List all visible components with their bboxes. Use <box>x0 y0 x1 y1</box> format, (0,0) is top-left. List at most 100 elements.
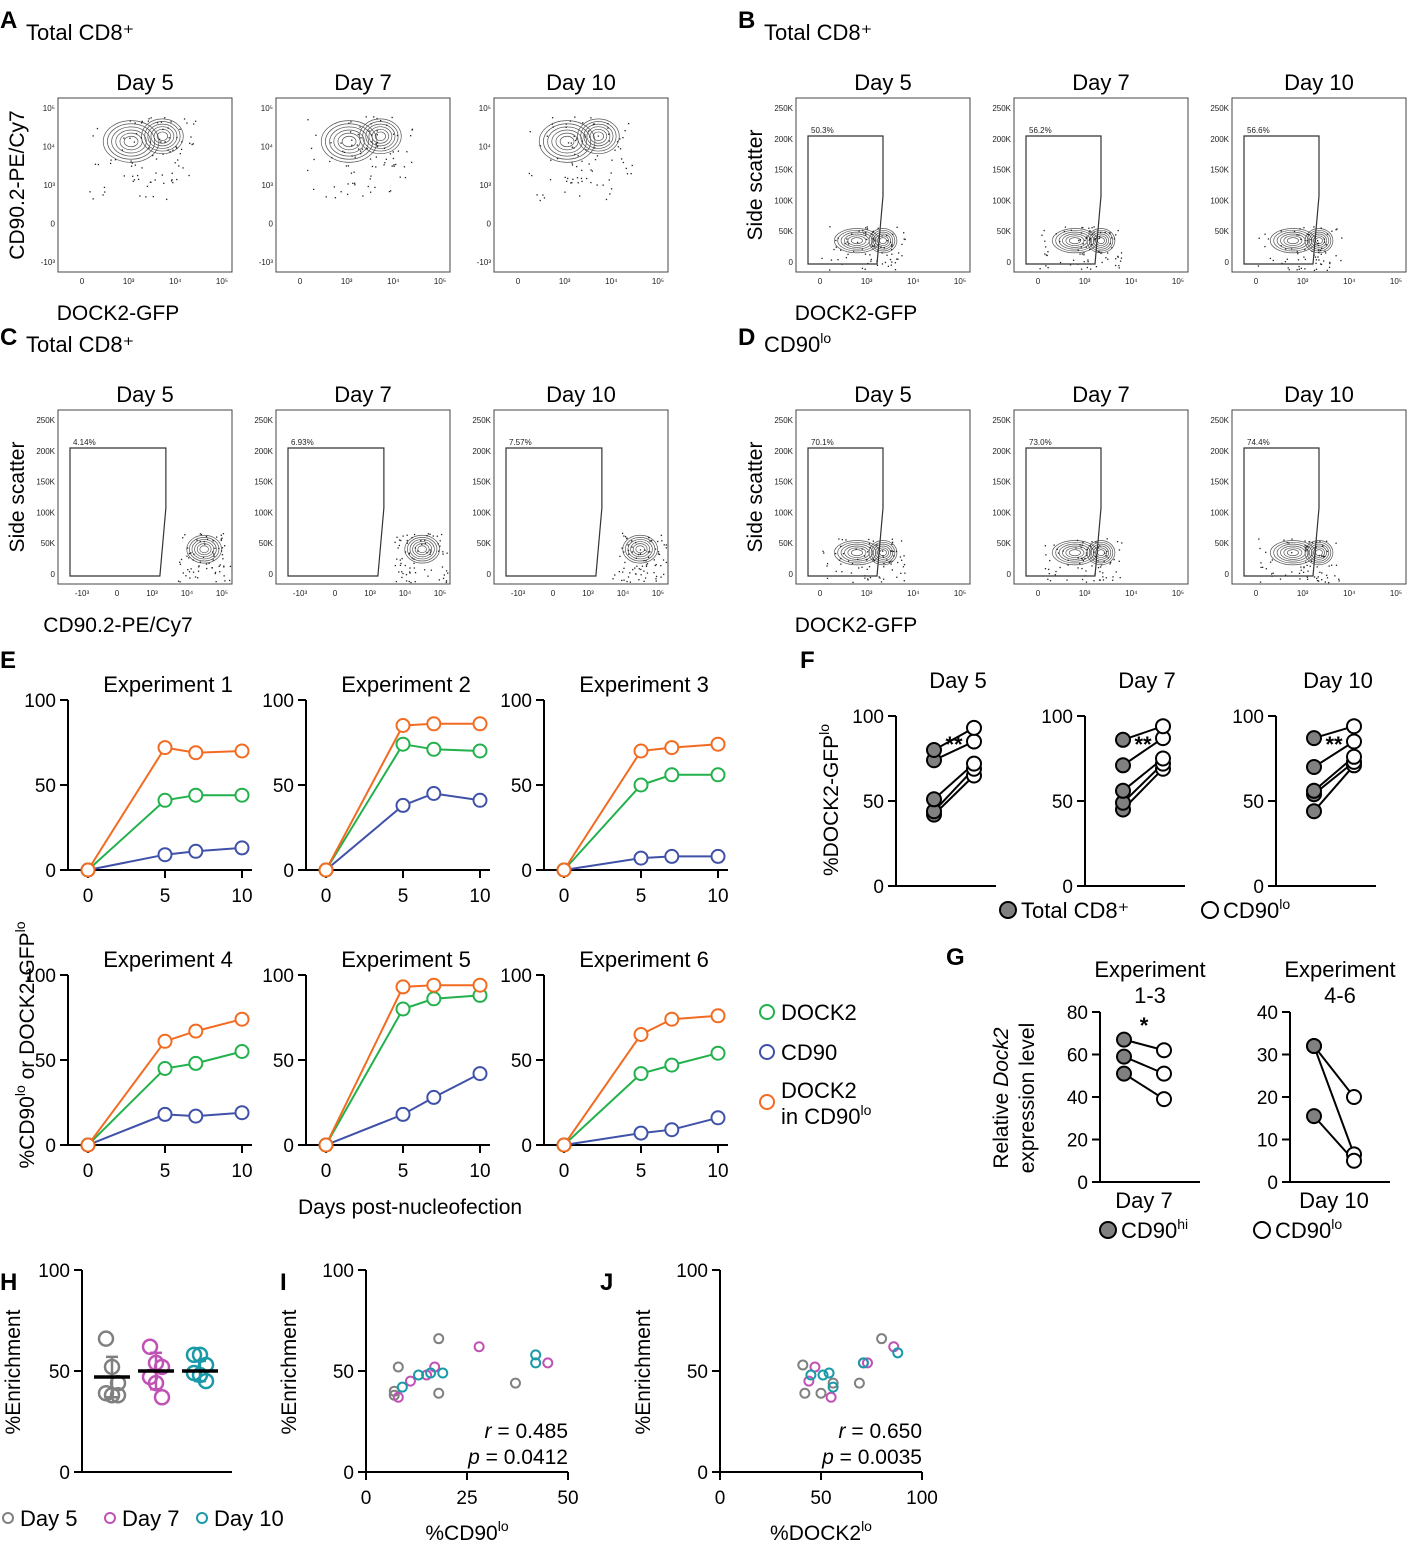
event-dot <box>1265 551 1267 554</box>
data-point-total-cd8 <box>1115 731 1131 748</box>
event-dot <box>370 191 372 193</box>
y-tick-label: 0 <box>343 1463 354 1484</box>
contour-line <box>1308 231 1330 250</box>
y-tick-label: 20 <box>1257 1088 1278 1109</box>
data-point-dock2-cd90lo <box>710 1008 726 1024</box>
event-dot <box>399 176 401 178</box>
event-dot <box>893 555 895 557</box>
event-dot <box>1091 541 1093 543</box>
event-dot <box>891 245 893 247</box>
y-tick-label: 150K <box>992 166 1011 175</box>
event-dot <box>356 144 359 146</box>
event-dot <box>1088 239 1091 241</box>
y-tick-label: 20 <box>1067 1131 1088 1152</box>
event-dot <box>420 540 422 542</box>
event-dot <box>389 153 392 155</box>
event-dot <box>588 163 590 165</box>
series-line-dock2 <box>563 773 718 871</box>
event-dot <box>394 541 396 543</box>
r-number: = 0.650 <box>846 1420 922 1443</box>
event-dot <box>644 549 646 551</box>
y-tick-label: 0 <box>51 220 56 229</box>
event-dot <box>404 176 407 179</box>
event-dot <box>180 148 183 151</box>
event-dot <box>1090 243 1093 246</box>
event-dot <box>190 136 192 138</box>
event-dot <box>1115 234 1117 236</box>
event-dot <box>1048 568 1050 571</box>
event-dot <box>92 135 94 137</box>
event-dot <box>822 550 824 553</box>
event-dot <box>347 193 349 196</box>
event-dot <box>861 566 863 568</box>
event-dot <box>840 249 842 251</box>
y-tick-label: 100 <box>262 691 294 712</box>
event-dot <box>1063 230 1066 233</box>
event-dot <box>1264 233 1266 235</box>
event-dot <box>229 565 232 568</box>
event-dot <box>383 164 385 166</box>
event-dot <box>1311 542 1313 544</box>
data-point-cd90 <box>472 1066 488 1082</box>
event-dot <box>414 547 417 549</box>
x-tick-label: 10⁵ <box>1172 589 1184 598</box>
event-dot <box>218 547 220 550</box>
data-point-dock2 <box>157 792 173 808</box>
x-tick-label: 10⁴ <box>907 589 920 598</box>
event-dot <box>876 264 879 266</box>
event-dot <box>631 540 633 542</box>
gate-percentage: 73.0% <box>1029 438 1052 447</box>
event-dot <box>845 256 848 259</box>
event-dot <box>1115 571 1117 573</box>
event-dot <box>357 148 360 150</box>
event-dot <box>577 155 579 157</box>
event-dot <box>635 541 637 544</box>
event-dot <box>167 127 169 129</box>
event-dot <box>630 172 632 175</box>
contour-line <box>840 543 874 562</box>
event-dot <box>1319 541 1321 543</box>
event-dot <box>312 188 315 191</box>
event-dot <box>1297 259 1300 261</box>
data-point-cd90lo <box>1155 718 1171 735</box>
event-dot <box>617 146 620 148</box>
event-dot <box>391 116 393 119</box>
event-dot <box>130 160 132 162</box>
event-dot <box>399 564 402 567</box>
event-dot <box>362 195 364 197</box>
event-dot <box>413 567 415 569</box>
series-line-dock2 <box>325 994 481 1146</box>
event-dot <box>446 552 448 554</box>
day-title: Day 5 <box>929 668 986 693</box>
event-dot <box>594 158 597 161</box>
event-dot <box>1308 234 1310 236</box>
legend-text: CD90 <box>1275 1218 1331 1243</box>
contour-line <box>1310 545 1328 560</box>
y-tick-label: 10³ <box>261 181 273 190</box>
event-dot <box>868 543 871 545</box>
event-dot <box>1259 547 1261 550</box>
event-dot <box>1097 546 1099 549</box>
y-tick-label: 0 <box>789 570 794 579</box>
x-tick-label: 10³ <box>861 589 873 598</box>
event-dot <box>188 557 190 559</box>
event-dot <box>579 195 581 197</box>
ylabel-sup: lo <box>12 1085 28 1096</box>
xlabel-main: %DOCK2 <box>770 1522 861 1545</box>
data-point <box>892 1347 904 1359</box>
event-dot <box>882 550 884 552</box>
contour-line <box>417 545 427 554</box>
x-tick-label: 0 <box>551 589 556 598</box>
event-dot <box>429 533 431 535</box>
p-value: p = 0.0412 <box>467 1446 568 1469</box>
day-title: Day 10 <box>546 70 616 95</box>
y-tick-label: 200K <box>472 447 491 456</box>
event-dot <box>1288 269 1290 271</box>
event-dot <box>826 565 828 567</box>
gate-percentage: 70.1% <box>811 438 834 447</box>
day-title: Day 5 <box>854 382 911 407</box>
y-tick-label: 250K <box>254 416 273 425</box>
